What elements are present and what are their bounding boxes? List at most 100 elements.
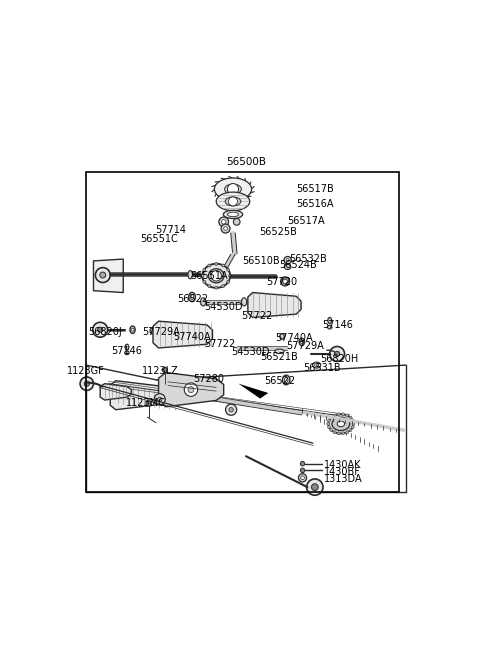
Ellipse shape (223, 210, 243, 218)
Text: 57722: 57722 (241, 311, 273, 321)
Text: 57280: 57280 (193, 374, 224, 384)
Ellipse shape (225, 197, 241, 206)
Circle shape (131, 328, 134, 331)
Circle shape (351, 419, 354, 422)
Ellipse shape (312, 362, 321, 368)
Circle shape (300, 468, 305, 473)
Circle shape (299, 473, 307, 482)
Ellipse shape (284, 378, 288, 382)
Circle shape (300, 461, 305, 466)
Circle shape (162, 367, 168, 373)
Circle shape (208, 264, 211, 267)
Ellipse shape (216, 192, 250, 210)
Ellipse shape (280, 333, 284, 339)
Ellipse shape (201, 297, 206, 306)
Circle shape (342, 432, 345, 435)
Circle shape (327, 426, 330, 429)
Circle shape (286, 259, 289, 262)
Circle shape (327, 419, 330, 422)
Ellipse shape (241, 297, 247, 306)
Ellipse shape (202, 264, 230, 288)
Ellipse shape (275, 349, 284, 353)
Circle shape (219, 217, 228, 226)
Text: 56551A: 56551A (190, 271, 228, 281)
Circle shape (307, 479, 323, 495)
Circle shape (330, 428, 333, 432)
Circle shape (281, 277, 289, 286)
Circle shape (327, 422, 330, 426)
Text: 56551C: 56551C (140, 234, 178, 244)
Ellipse shape (215, 178, 252, 201)
Circle shape (346, 414, 348, 417)
Circle shape (228, 197, 238, 206)
Text: 56516A: 56516A (296, 199, 334, 209)
Circle shape (228, 183, 239, 195)
Text: 57729A: 57729A (142, 327, 180, 337)
Ellipse shape (328, 414, 353, 434)
Ellipse shape (299, 338, 304, 346)
Circle shape (184, 383, 198, 396)
Ellipse shape (327, 325, 332, 329)
Text: 56522: 56522 (264, 376, 295, 386)
Ellipse shape (228, 212, 239, 216)
Circle shape (335, 351, 340, 357)
Ellipse shape (188, 271, 192, 279)
Polygon shape (100, 384, 132, 400)
Circle shape (208, 285, 211, 288)
Text: 56522: 56522 (177, 294, 208, 304)
Text: 57146: 57146 (111, 345, 142, 356)
Ellipse shape (150, 328, 155, 333)
Circle shape (330, 416, 333, 419)
Ellipse shape (191, 295, 194, 299)
Ellipse shape (125, 344, 129, 350)
Ellipse shape (284, 264, 291, 270)
Text: 56525B: 56525B (259, 227, 297, 237)
Circle shape (215, 286, 218, 290)
Circle shape (333, 431, 336, 434)
Text: 56517A: 56517A (287, 216, 324, 226)
Circle shape (227, 268, 229, 272)
Circle shape (342, 413, 345, 416)
Circle shape (330, 347, 345, 361)
Text: 1123LZ: 1123LZ (142, 366, 179, 376)
Circle shape (352, 422, 355, 426)
Circle shape (233, 218, 240, 225)
Circle shape (188, 386, 194, 392)
Circle shape (84, 381, 89, 386)
Circle shape (222, 264, 225, 267)
Circle shape (100, 272, 106, 278)
Circle shape (300, 476, 304, 479)
Polygon shape (110, 380, 177, 410)
Circle shape (333, 414, 336, 417)
Circle shape (312, 484, 318, 491)
Circle shape (226, 404, 237, 415)
Ellipse shape (208, 269, 224, 283)
Circle shape (221, 224, 230, 233)
Text: 57729A: 57729A (286, 341, 324, 351)
Text: 1123MC: 1123MC (126, 398, 166, 408)
Text: 56820H: 56820H (321, 355, 359, 365)
Circle shape (215, 262, 218, 266)
Text: 56820J: 56820J (88, 327, 121, 337)
Text: 56531B: 56531B (304, 363, 341, 373)
Circle shape (346, 431, 348, 434)
Circle shape (146, 401, 151, 406)
Text: 56521B: 56521B (260, 353, 298, 363)
Text: 54530D: 54530D (231, 347, 270, 357)
Ellipse shape (337, 421, 345, 427)
Polygon shape (153, 321, 213, 348)
Circle shape (97, 327, 103, 333)
Ellipse shape (189, 292, 195, 301)
Circle shape (157, 397, 162, 402)
Text: 57740A: 57740A (173, 332, 211, 342)
Text: 54530D: 54530D (204, 301, 243, 311)
Circle shape (351, 426, 354, 429)
Ellipse shape (314, 364, 319, 367)
Ellipse shape (332, 417, 350, 430)
Circle shape (222, 285, 225, 288)
Circle shape (201, 274, 204, 278)
Circle shape (221, 220, 226, 224)
Circle shape (227, 280, 229, 284)
Circle shape (300, 341, 303, 343)
Circle shape (96, 268, 110, 282)
